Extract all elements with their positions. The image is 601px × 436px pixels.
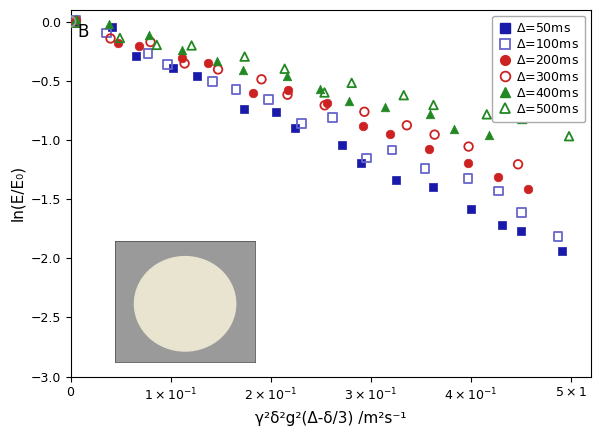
- Point: [145, 38, 155, 45]
- X-axis label: γ²δ²g²(Δ-δ/3) /m²s⁻¹: γ²δ²g²(Δ-δ/3) /m²s⁻¹: [255, 411, 407, 426]
- Point: [282, 73, 292, 80]
- Point: [132, 52, 141, 59]
- Point: [430, 131, 439, 138]
- Point: [297, 120, 307, 127]
- Point: [466, 205, 476, 212]
- Point: [207, 78, 217, 85]
- Point: [239, 106, 249, 113]
- Point: [399, 92, 409, 99]
- Point: [362, 154, 371, 161]
- Point: [380, 103, 390, 110]
- Point: [71, 19, 81, 26]
- Point: [320, 89, 329, 96]
- Point: [257, 76, 266, 83]
- Point: [391, 177, 401, 184]
- Point: [387, 146, 397, 153]
- Point: [564, 133, 574, 140]
- Point: [359, 108, 369, 115]
- Point: [106, 35, 115, 42]
- Point: [424, 146, 433, 153]
- Point: [554, 233, 563, 240]
- Point: [484, 131, 493, 138]
- Point: [187, 42, 197, 49]
- Point: [425, 110, 435, 117]
- Point: [463, 160, 473, 167]
- Point: [104, 21, 114, 28]
- Point: [213, 66, 223, 73]
- Point: [316, 85, 325, 92]
- Point: [464, 143, 474, 150]
- Point: [358, 122, 368, 129]
- Point: [144, 50, 153, 57]
- Point: [177, 54, 187, 61]
- Point: [115, 34, 124, 41]
- Point: [168, 65, 178, 72]
- Point: [513, 161, 523, 168]
- Point: [463, 175, 472, 182]
- Point: [203, 59, 213, 66]
- Point: [347, 79, 356, 86]
- Point: [557, 248, 566, 255]
- Point: [449, 125, 459, 132]
- Point: [152, 41, 162, 48]
- Point: [516, 228, 526, 235]
- Point: [102, 30, 111, 37]
- Point: [192, 73, 202, 80]
- Text: B: B: [78, 23, 89, 41]
- Point: [113, 39, 123, 46]
- Point: [163, 61, 172, 68]
- Point: [107, 24, 117, 31]
- Point: [144, 31, 153, 38]
- Point: [66, 18, 75, 25]
- Point: [264, 96, 273, 103]
- Point: [282, 91, 292, 98]
- Point: [328, 114, 337, 121]
- Point: [337, 142, 347, 149]
- Point: [134, 42, 144, 49]
- Point: [71, 20, 81, 27]
- Point: [71, 17, 81, 24]
- Point: [320, 102, 329, 109]
- Point: [497, 221, 507, 228]
- Point: [344, 98, 354, 105]
- Point: [290, 125, 299, 132]
- Point: [71, 17, 81, 24]
- Point: [517, 116, 527, 123]
- Legend: $\Delta$=50ms, $\Delta$=100ms, $\Delta$=200ms, $\Delta$=300ms, $\Delta$=400ms, $: $\Delta$=50ms, $\Delta$=100ms, $\Delta$=…: [492, 16, 585, 122]
- Point: [231, 86, 241, 93]
- Y-axis label: ln(E/E₀): ln(E/E₀): [10, 165, 25, 221]
- Point: [402, 122, 412, 129]
- Point: [238, 66, 248, 73]
- Point: [493, 174, 503, 181]
- Point: [516, 209, 526, 216]
- Point: [385, 130, 395, 137]
- Point: [429, 102, 438, 109]
- Point: [272, 109, 281, 116]
- Point: [180, 60, 189, 67]
- Point: [71, 16, 81, 23]
- Point: [249, 90, 258, 97]
- Point: [212, 57, 221, 64]
- Point: [177, 47, 186, 54]
- Point: [494, 187, 504, 194]
- Point: [523, 186, 533, 193]
- Point: [429, 184, 438, 191]
- Point: [240, 53, 249, 60]
- Point: [71, 19, 81, 26]
- Point: [322, 100, 332, 107]
- Point: [356, 160, 366, 167]
- Point: [283, 87, 293, 94]
- Point: [280, 65, 290, 72]
- Point: [420, 165, 430, 172]
- Point: [482, 111, 492, 118]
